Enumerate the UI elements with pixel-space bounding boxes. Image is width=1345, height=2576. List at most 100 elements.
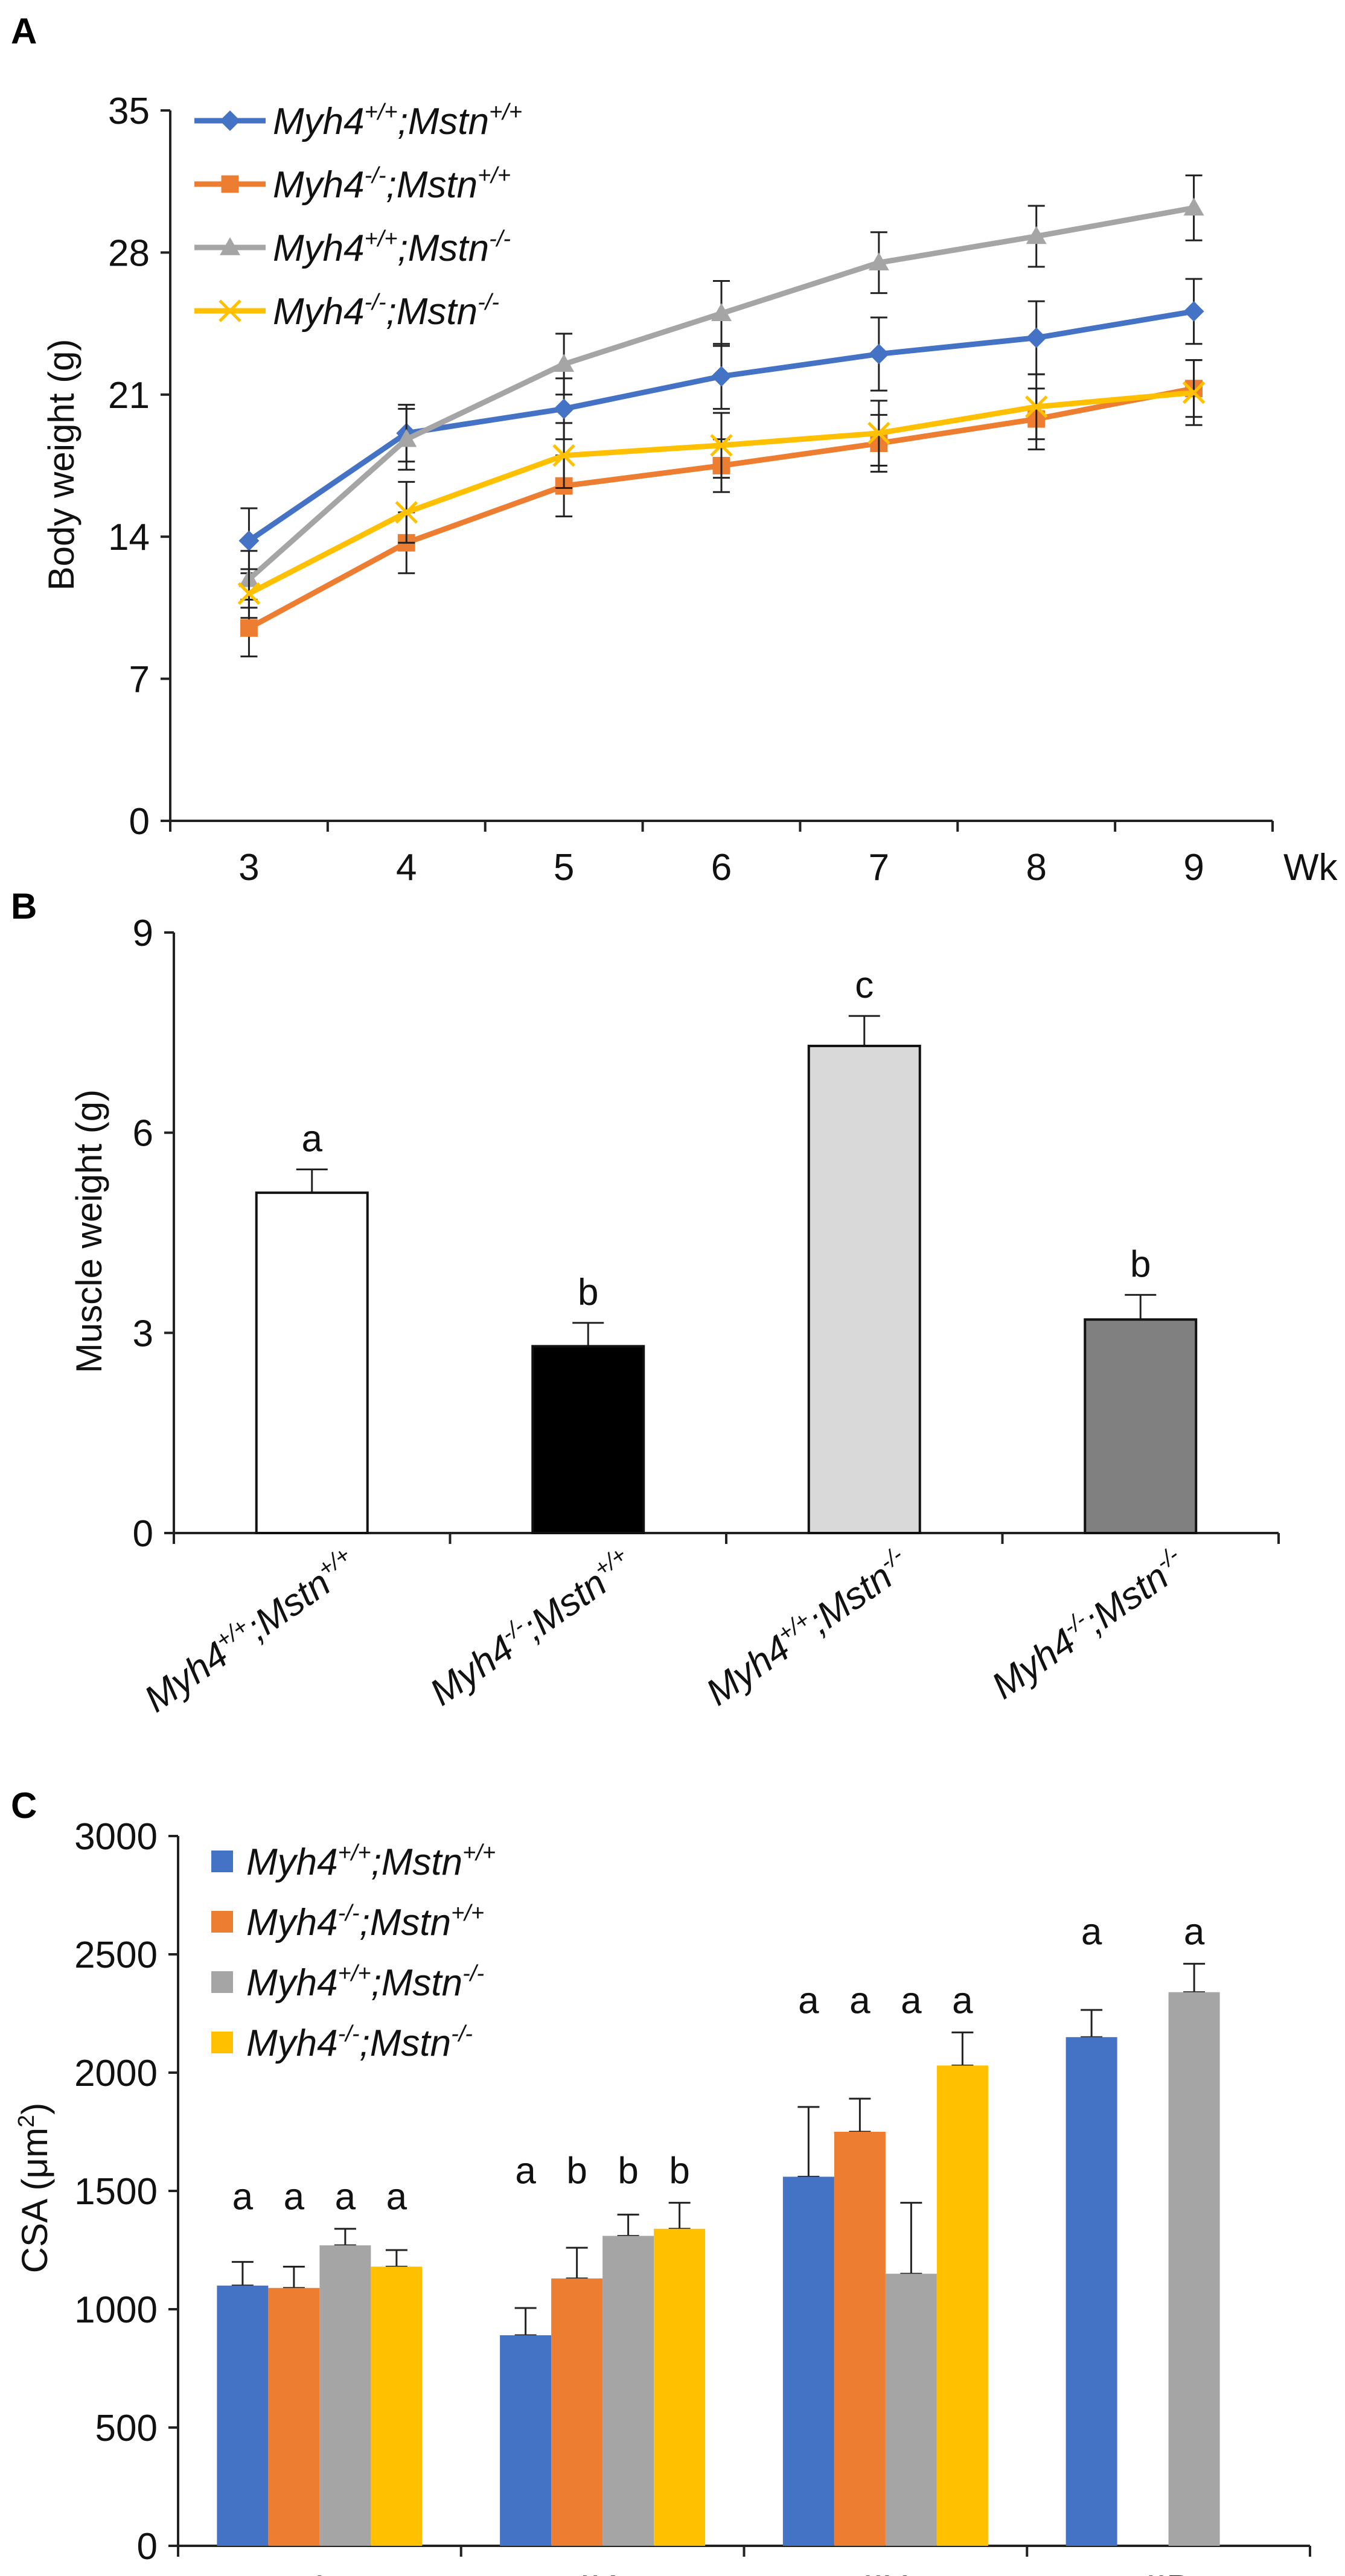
panel-c-bar-group — [834, 2097, 886, 2546]
panel-a-legend-label-part-3: +/+ — [489, 100, 522, 125]
panel-a-x-title: Wk — [1283, 847, 1338, 888]
panel-a-legend-label-part-3: +/+ — [478, 163, 511, 188]
panel-b-sig-letter: b — [578, 1272, 598, 1313]
panel-c-sig-letter: a — [901, 1980, 922, 2021]
panel-c-legend-label: Myh4-/-;Mstn-/- — [246, 2021, 473, 2064]
panel-c-y-tick-label: 0 — [137, 2526, 158, 2568]
panel-a-point — [395, 501, 418, 524]
panel-b-bar-group: a — [255, 1118, 369, 1534]
panel-a-point — [1183, 301, 1204, 322]
panel-c-y-tick-label: 2500 — [74, 1934, 158, 1976]
panel-c-bar — [885, 2274, 937, 2546]
panel-a-point — [554, 354, 575, 372]
panel-c-sig-letter: a — [515, 2150, 536, 2192]
panel-a-legend-label-part-1: +/+ — [365, 226, 398, 252]
panel-a-point — [240, 619, 258, 637]
panel-a-point — [237, 582, 261, 605]
panel-c-legend-label-part-3: +/+ — [462, 1840, 496, 1866]
panel-b-bars: a b c b — [255, 964, 1198, 1534]
panel-a-point — [396, 429, 417, 447]
panel-c-error-bar — [668, 2202, 691, 2230]
panel-c-x-tick-label: I — [315, 2568, 325, 2576]
panel-c-error-bar — [951, 2031, 974, 2067]
panel-c-axes: 0 500 1000 1500 2000 2500 3000 I IIA IIX IIB — [74, 1816, 1311, 2576]
panel-a-legend-label: Myh4+/+;Mstn+/+ — [273, 100, 522, 142]
panel-c-legend-label-part-3: -/- — [451, 2021, 473, 2047]
panel-c-error-bar — [334, 2228, 356, 2246]
panel-c-legend-label-part-0: Myh4 — [246, 1902, 338, 1943]
panel-c-bar — [500, 2335, 552, 2546]
panel-c-bar-group — [268, 2265, 320, 2546]
panel-a-legend-label-part-1: +/+ — [365, 100, 398, 125]
panel-a-legend-label-part-2: ;Mstn — [386, 291, 478, 333]
panel-c-sig-letter: a — [849, 1980, 871, 2021]
panel-c-error-bar — [283, 2265, 305, 2289]
panel-c-bar — [654, 2228, 706, 2546]
panel-c-legend-label-part-3: +/+ — [451, 1901, 484, 1926]
panel-c-sig-letter: a — [1081, 1911, 1102, 1953]
panel-c-legend-label-part-1: -/- — [338, 1901, 360, 1926]
panel-a-x-tick-label: 5 — [554, 847, 574, 888]
panel-c-legend-item: Myh4+/+;Mstn-/- — [211, 1961, 484, 2004]
panel-a-x-tick-label: 6 — [711, 847, 732, 888]
panel-c-bar-group — [1168, 1963, 1220, 2546]
panel-c-bar — [936, 2065, 988, 2546]
panel-a-point — [868, 343, 889, 365]
panel-a-point-stroke-2 — [867, 421, 890, 445]
panel-c-legend-label-part-0: Myh4 — [246, 1841, 338, 1883]
panel-a-point — [867, 421, 890, 445]
panel-c-bar — [551, 2278, 603, 2546]
panel-a-y-tick-label: 28 — [108, 232, 150, 274]
panel-c-legend-label-part-0: Myh4 — [246, 2023, 338, 2064]
panel-a-legend-label-part-1: -/- — [365, 290, 386, 315]
panel-a-line-chart: A Body weight (g) 0 7 14 21 28 35 3 4 5 6 7 8 9 Wk M… — [11, 11, 1338, 888]
panel-c-bar-group — [936, 2031, 988, 2546]
panel-a-x-tick-label: 8 — [1026, 847, 1046, 888]
panel-a-legend-label-part-0: Myh4 — [273, 101, 365, 142]
panel-c-y-title-main: CSA (μm — [14, 2128, 55, 2273]
panel-b-error-bar — [1125, 1293, 1157, 1321]
panel-a-legend-item: Myh4-/-;Mstn-/- — [194, 290, 499, 333]
panel-c-y-tick-label: 2000 — [74, 2053, 158, 2094]
panel-a-legend-swatch-marker-stroke-2 — [219, 299, 241, 322]
panel-a-series — [237, 174, 1206, 658]
panel-a-point — [1183, 197, 1204, 216]
panel-c-error-bar — [1183, 1963, 1206, 1994]
panel-a-x-tick-label: 3 — [238, 847, 259, 888]
panel-c-legend-label-part-2: ;Mstn — [359, 1902, 451, 1943]
panel-a-legend-label: Myh4-/-;Mstn-/- — [273, 290, 499, 333]
panel-b-bar-chart: B Muscle weight (g) 0 3 6 9 a b c b Myh4+/+;Ms… — [11, 886, 1280, 1720]
panel-a-point-stroke-2 — [1024, 395, 1048, 418]
panel-a-legend-label-part-0: Myh4 — [273, 164, 365, 206]
panel-c-y-tick-label: 3000 — [74, 1816, 158, 1858]
panel-a-y-tick-label: 21 — [108, 375, 150, 416]
panel-c-legend-item: Myh4-/-;Mstn-/- — [211, 2021, 473, 2064]
panel-a-x-tick-label: 4 — [396, 847, 417, 888]
panel-c-bar-group — [551, 2246, 603, 2546]
panel-c-bar-group — [371, 2249, 423, 2546]
panel-c-bar — [1065, 2037, 1117, 2546]
panel-b-error-bar — [296, 1168, 328, 1194]
panel-c-legend-swatch — [211, 1851, 233, 1872]
panel-c-bar-group — [500, 2307, 552, 2546]
panel-a-legend-item: Myh4+/+;Mstn+/+ — [194, 100, 522, 142]
panel-a-legend-label: Myh4-/-;Mstn+/+ — [273, 163, 511, 206]
panel-c-x-tick-label: IIX — [863, 2568, 909, 2576]
panel-c-y-title-end: ) — [14, 2103, 55, 2115]
panel-c-legend-label-part-2: ;Mstn — [371, 1962, 463, 2004]
panel-a-point-stroke-2 — [237, 582, 261, 605]
panel-b-y-tick-label: 6 — [133, 1113, 153, 1155]
panel-c-sig-letter: b — [669, 2150, 689, 2192]
panel-a-y-tick-label: 35 — [108, 91, 150, 132]
panel-c-y-title: CSA (μm2) — [14, 2103, 55, 2273]
panel-c-bar-group — [602, 2213, 654, 2546]
panel-b-bar — [1084, 1318, 1198, 1534]
panel-c-error-bar — [849, 2097, 871, 2133]
panel-b-x-label: Myh4+/+;Mstn-/- — [698, 1542, 917, 1714]
panel-c-y-title-sup: 2 — [14, 2115, 39, 2128]
panel-b-sig-letter: a — [302, 1118, 323, 1159]
